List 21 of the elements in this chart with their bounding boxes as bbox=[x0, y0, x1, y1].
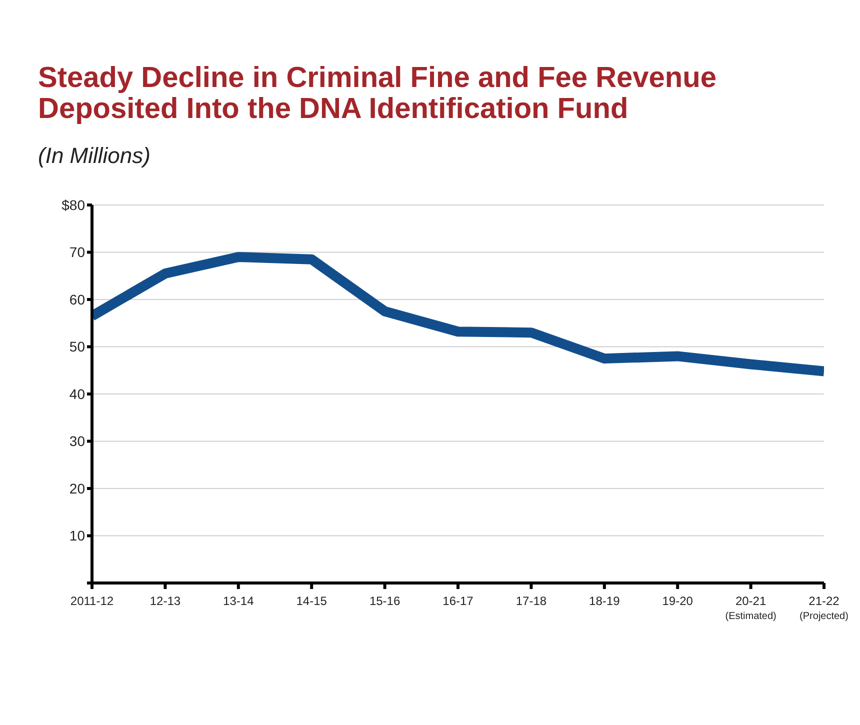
y-tick-label: 10 bbox=[69, 528, 86, 544]
chart-subtitle: (In Millions) bbox=[38, 143, 150, 169]
y-tick-label: 60 bbox=[69, 291, 86, 308]
x-tick-label: 16-17 bbox=[442, 594, 474, 608]
x-tick-label: 19-20 bbox=[662, 594, 694, 608]
x-tick-label: 18-19 bbox=[589, 594, 620, 608]
y-tick-label: 70 bbox=[69, 244, 86, 260]
y-tick-label: 30 bbox=[69, 433, 86, 450]
x-tick-label: 12-13 bbox=[150, 594, 181, 608]
y-tick-label: 40 bbox=[69, 386, 86, 402]
x-tick-label: 2011-12 bbox=[70, 594, 114, 608]
x-tick-label: 14-15 bbox=[296, 594, 328, 608]
y-tick-label: $80 bbox=[62, 196, 86, 213]
x-tick-label: 21-22 (Projected) bbox=[800, 594, 848, 622]
chart-title: Steady Decline in Criminal Fine and Fee Revenue Deposited Into the DNA Identification Fund bbox=[38, 62, 718, 125]
x-tick-label: 13-14 bbox=[223, 594, 254, 608]
y-tick-label: 20 bbox=[69, 480, 86, 496]
y-tick-label: 50 bbox=[69, 338, 86, 355]
x-tick-label: 17-18 bbox=[516, 594, 547, 608]
x-tick-label: 15-16 bbox=[369, 594, 400, 608]
x-tick-label: 20-21 (Estimated) bbox=[725, 594, 776, 622]
